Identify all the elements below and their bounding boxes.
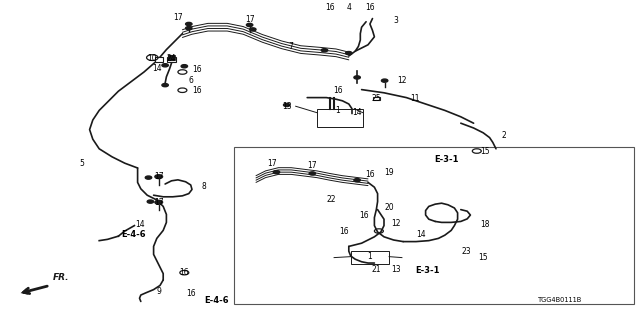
Text: E-4-6: E-4-6: [121, 230, 145, 239]
Text: TGG4B0111B: TGG4B0111B: [538, 297, 582, 303]
Text: 23: 23: [461, 247, 471, 256]
Bar: [168, 55, 175, 60]
Text: 8: 8: [201, 182, 206, 191]
Circle shape: [309, 172, 316, 175]
Circle shape: [186, 22, 192, 26]
Text: 16: 16: [358, 211, 369, 220]
Text: 16: 16: [192, 86, 202, 95]
Circle shape: [273, 171, 280, 174]
Circle shape: [181, 65, 188, 68]
Circle shape: [155, 175, 163, 179]
Text: 14: 14: [152, 64, 162, 73]
Circle shape: [145, 176, 152, 179]
Text: E-4-6: E-4-6: [204, 296, 228, 305]
Circle shape: [186, 27, 192, 30]
Text: 14: 14: [134, 220, 145, 229]
Text: 1: 1: [367, 252, 372, 261]
Text: 17: 17: [244, 15, 255, 24]
Text: 16: 16: [192, 65, 202, 74]
Text: 2: 2: [502, 131, 507, 140]
Circle shape: [246, 23, 253, 27]
Text: 15: 15: [478, 253, 488, 262]
Text: 14: 14: [352, 108, 362, 117]
Text: 20: 20: [384, 203, 394, 212]
Text: FR.: FR.: [53, 273, 70, 282]
Circle shape: [284, 103, 290, 107]
Bar: [234, 147, 634, 304]
Circle shape: [162, 84, 168, 87]
Text: 21: 21: [372, 265, 381, 274]
Text: 16: 16: [333, 86, 343, 95]
Text: 17: 17: [173, 13, 183, 22]
Text: 22: 22: [327, 195, 336, 204]
Bar: [351, 251, 389, 264]
Text: 16: 16: [324, 4, 335, 12]
Text: 6: 6: [188, 76, 193, 85]
Text: 9: 9: [156, 287, 161, 296]
Text: 7: 7: [289, 42, 294, 51]
Text: 12: 12: [397, 76, 406, 85]
Text: 17: 17: [267, 159, 277, 168]
Text: 4: 4: [346, 4, 351, 12]
Text: 24: 24: [166, 54, 177, 63]
Text: 11: 11: [410, 94, 419, 103]
Text: 16: 16: [339, 227, 349, 236]
Text: 1: 1: [335, 106, 340, 115]
Circle shape: [250, 28, 256, 31]
Text: 25: 25: [371, 94, 381, 103]
Circle shape: [147, 200, 154, 203]
Text: 15: 15: [480, 147, 490, 156]
Circle shape: [346, 52, 352, 55]
Bar: [168, 55, 174, 60]
Bar: [155, 57, 163, 62]
Text: 16: 16: [365, 4, 375, 12]
Text: 16: 16: [179, 268, 189, 277]
Text: 17: 17: [307, 161, 317, 170]
Text: 17: 17: [154, 198, 164, 207]
Text: 18: 18: [481, 220, 490, 229]
Text: 17: 17: [154, 172, 164, 181]
Text: 12: 12: [391, 219, 400, 228]
Text: 13: 13: [282, 102, 292, 111]
Circle shape: [354, 179, 360, 182]
Text: E-3-1: E-3-1: [415, 266, 440, 275]
Circle shape: [354, 76, 360, 79]
Text: 16: 16: [186, 289, 196, 298]
Circle shape: [381, 79, 388, 82]
Text: 19: 19: [384, 168, 394, 177]
Text: 3: 3: [393, 16, 398, 25]
Bar: [373, 97, 380, 100]
Text: 16: 16: [365, 170, 375, 179]
Bar: [168, 57, 175, 62]
Bar: [317, 109, 363, 127]
Circle shape: [162, 64, 168, 67]
Circle shape: [321, 49, 328, 52]
Text: 5: 5: [79, 159, 84, 168]
Text: 13: 13: [390, 265, 401, 274]
Text: 14: 14: [416, 230, 426, 239]
Text: 10: 10: [147, 54, 157, 63]
Circle shape: [155, 200, 163, 204]
Text: E-3-1: E-3-1: [435, 155, 459, 164]
